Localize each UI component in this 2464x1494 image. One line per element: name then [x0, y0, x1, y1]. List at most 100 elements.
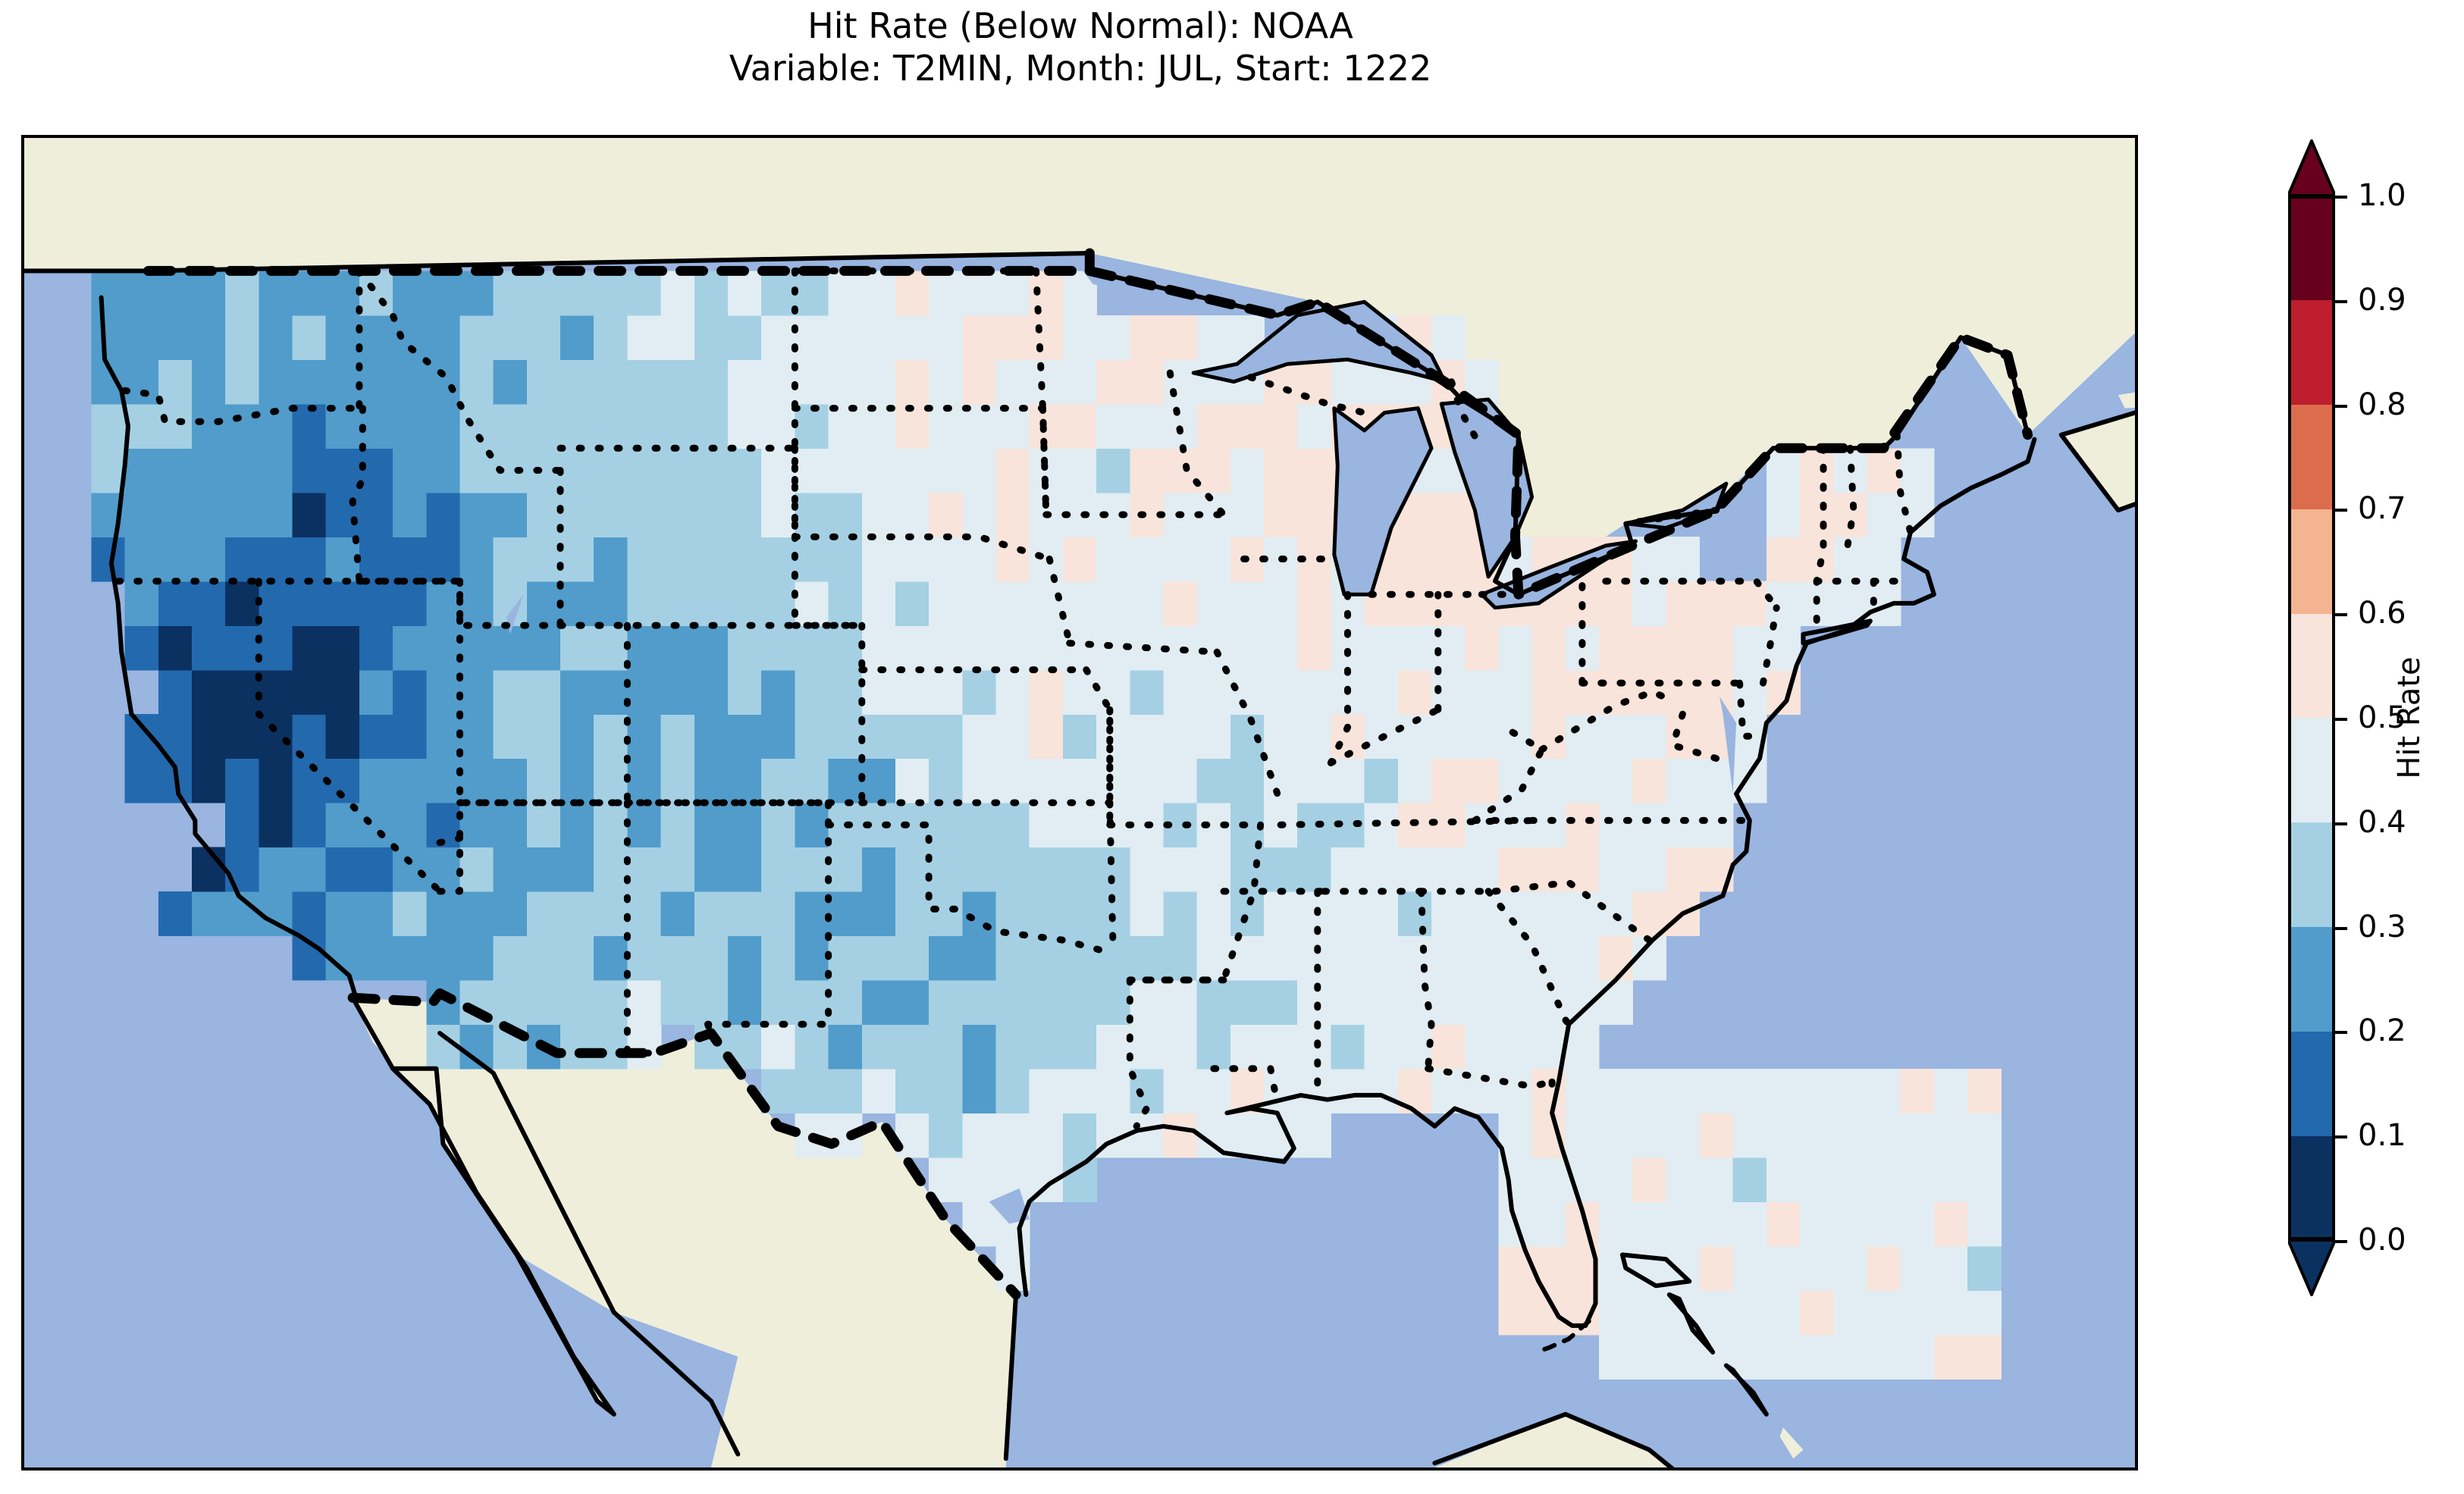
grid-cell [1666, 669, 1701, 715]
grid-cell [393, 537, 427, 582]
grid-cell [1598, 669, 1633, 715]
grid-cell [259, 714, 293, 760]
grid-cell [728, 625, 762, 671]
grid-cell [1029, 847, 1064, 892]
grid-cell [1331, 847, 1365, 892]
grid-cell [594, 537, 629, 582]
grid-cell [694, 891, 729, 937]
grid-cell [1264, 891, 1298, 937]
grid-cell [962, 891, 997, 937]
grid-cell [795, 758, 829, 803]
colorbar-ticklabel-0.3: 0.3 [2358, 909, 2406, 944]
colorbar[interactable]: 1.0 0.9 0.8 0.7 0.6 0.5 0.4 0.3 0.2 0.1 0.0 [2288, 139, 2406, 1296]
lakes-layer [506, 257, 1737, 1224]
grid-cell [1666, 581, 1701, 626]
grid-cell [828, 758, 863, 803]
grid-cell [1264, 979, 1298, 1026]
grid-cell [1397, 581, 1432, 626]
grid-cell [929, 359, 964, 405]
grid-cell [259, 271, 293, 316]
grid-cell [191, 581, 226, 626]
grid-cell [1598, 625, 1633, 671]
grid-cell [895, 581, 929, 626]
grid-cell [1062, 714, 1097, 760]
grid-cell [1196, 403, 1231, 449]
grid-cell [1062, 891, 1097, 937]
grid-cell [526, 714, 561, 760]
grid-cell [1062, 315, 1097, 361]
grid-cell [1666, 537, 1701, 582]
map-plot-area [24, 138, 2135, 1467]
grid-cell [660, 537, 695, 582]
grid-cell [1967, 1068, 2002, 1113]
grid-cell [828, 359, 863, 405]
grid-cell [426, 669, 461, 715]
grid-cell [1800, 448, 1834, 493]
grid-cell [861, 891, 896, 937]
grid-cell [1800, 1113, 1834, 1158]
grid-cell [1465, 891, 1500, 937]
border-ok-tx-north [825, 821, 1117, 957]
grid-cell [1230, 891, 1265, 937]
border-vt-nh [1843, 444, 1857, 554]
grid-cell [694, 581, 729, 626]
grid-cell [995, 315, 1030, 361]
grid-cell [828, 625, 863, 671]
grid-cell [1800, 537, 1834, 582]
grid-cell [1800, 492, 1834, 537]
border-ok-ar [1106, 799, 1117, 957]
grid-cell [627, 979, 662, 1026]
colorbar-band-2 [2288, 926, 2335, 1032]
grid-cell [694, 758, 729, 803]
grid-cell [1833, 1157, 1868, 1202]
grid-cell [1264, 714, 1298, 760]
grid-cell [1029, 669, 1064, 715]
grid-cell [828, 979, 863, 1026]
grid-cell [1297, 714, 1332, 760]
grid-cell [627, 359, 662, 405]
grid-cell [560, 669, 594, 715]
grid-cell [795, 891, 829, 937]
grid-cell [1498, 1290, 1533, 1336]
border-or-id [349, 405, 366, 585]
colorbar-tick-0.1 [2335, 1135, 2347, 1139]
grid-cell [929, 581, 964, 626]
grid-cell [1196, 758, 1231, 803]
grid-cell [1732, 1157, 1767, 1202]
grid-cell [962, 847, 997, 892]
grid-cell [728, 271, 762, 316]
grid-cell [694, 359, 729, 405]
colorbar-tick-0.6 [2335, 613, 2347, 617]
grid-cell [526, 935, 561, 981]
grid-cell [459, 625, 494, 671]
grid-cell [191, 315, 226, 361]
grid-cell [191, 758, 226, 803]
grid-cell [191, 669, 226, 715]
grid-cell [1196, 714, 1231, 760]
grid-cell [259, 803, 293, 848]
grid-cell [761, 669, 796, 715]
grid-cell [1867, 1290, 1901, 1336]
grid-cell [1699, 1245, 1734, 1291]
grid-cell [225, 537, 260, 582]
grid-cell [895, 979, 929, 1026]
grid-cell [728, 803, 762, 848]
grid-cell [393, 803, 427, 848]
grid-cell [895, 403, 929, 449]
colorbar-band-8 [2288, 299, 2335, 406]
grid-cell [828, 1024, 863, 1070]
grid-cell [660, 891, 695, 937]
grid-cell [1331, 935, 1365, 981]
grid-cell [1029, 1068, 1064, 1113]
grid-cell [1029, 315, 1064, 361]
grid-cell [393, 359, 427, 405]
grid-cell [1230, 581, 1265, 626]
grid-cell [1498, 979, 1533, 1026]
grid-cell [292, 315, 327, 361]
grid-cell [728, 581, 762, 626]
grid-cell [795, 669, 829, 715]
grid-cell [1264, 403, 1298, 449]
grid-cell [962, 271, 997, 316]
grid-cell [1130, 758, 1165, 803]
